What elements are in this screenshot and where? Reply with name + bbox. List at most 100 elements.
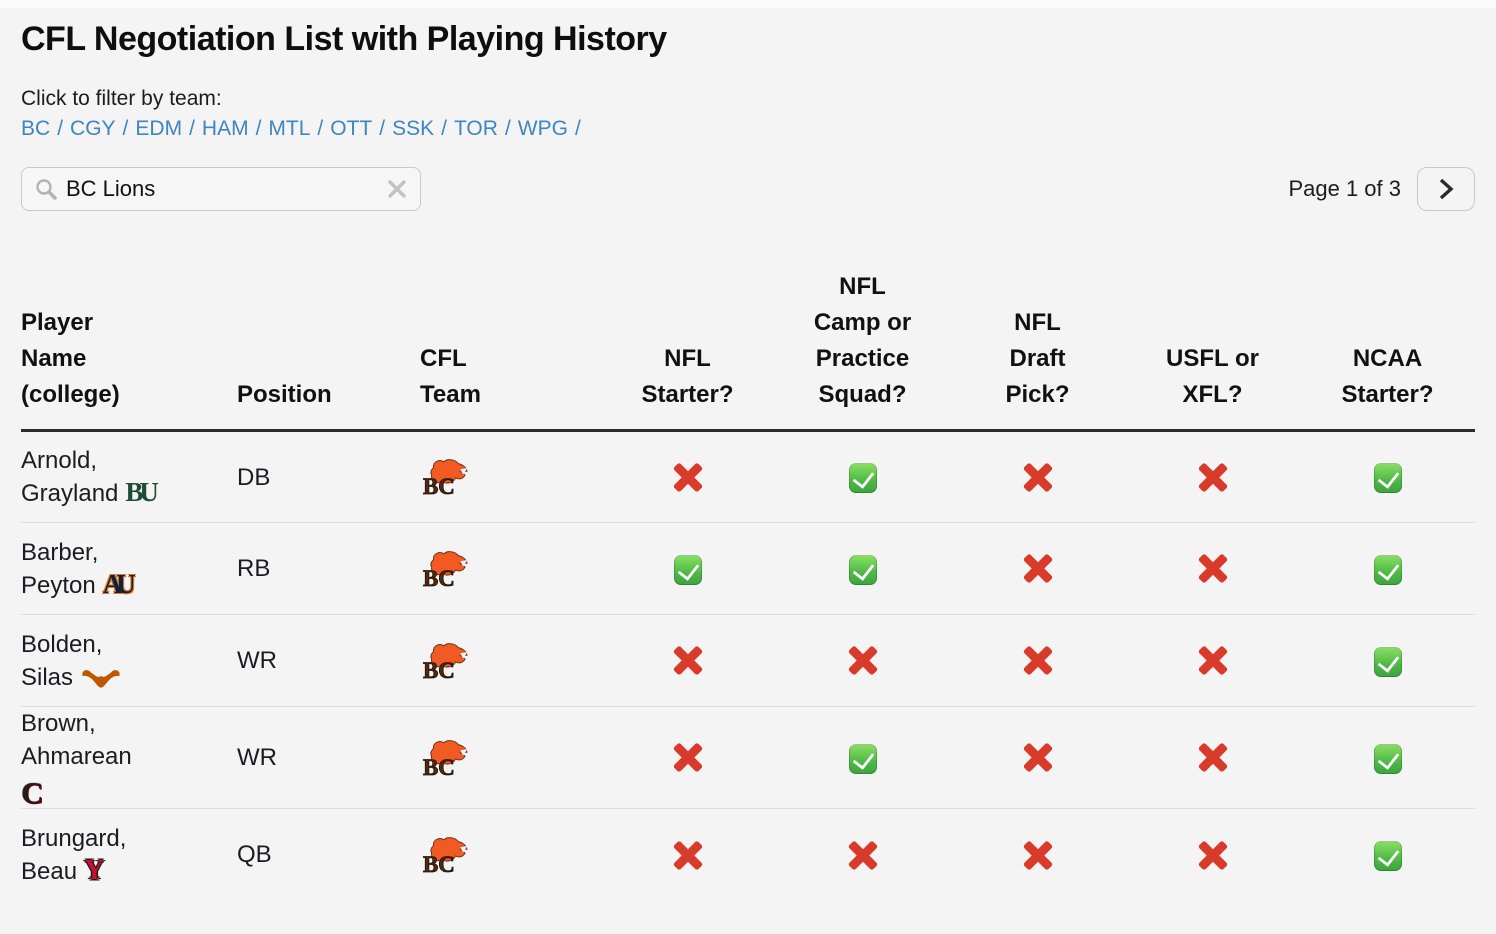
status-mark <box>1196 741 1230 775</box>
bc-lions-logo: BC <box>423 642 468 683</box>
player-name: Brungard, Beau <box>21 824 127 885</box>
table-row-brown-ahmarean: Brown, Ahmarean C WR BC <box>21 706 1475 810</box>
team-filter-link-tor[interactable]: TOR <box>453 117 498 140</box>
team-filter-link-cgy[interactable]: CGY <box>70 117 116 140</box>
nfl-camp-cell <box>775 614 950 707</box>
separator: / <box>189 117 195 140</box>
separator: / <box>57 117 64 140</box>
bc-lions-logo: BC <box>423 550 468 591</box>
search-input[interactable] <box>58 176 386 202</box>
table-row-barber-peyton: Barber, Peyton AU RB BC <box>21 522 1475 615</box>
ncaa-starter-cell <box>1300 614 1475 707</box>
nfl-draft-cell <box>950 522 1125 615</box>
separator: / <box>574 117 581 140</box>
nfl-camp-cell <box>775 431 950 523</box>
top-strip <box>0 0 1496 8</box>
team-filter-links: BC / CGY / EDM / HAM / MTL / OTT / SSK / TOR / WPG / <box>21 117 1475 141</box>
south-carolina-logo: C <box>21 775 44 810</box>
next-page-button[interactable] <box>1417 167 1475 211</box>
status-mark <box>1021 552 1055 586</box>
position-cell: WR <box>237 614 420 707</box>
position-cell: QB <box>237 808 420 901</box>
youngstown-state-logo: Y <box>84 854 105 886</box>
status-mark <box>1373 554 1402 585</box>
team-filter-link-ssk[interactable]: SSK <box>392 117 435 140</box>
search-icon <box>36 179 57 200</box>
status-mark <box>1373 840 1402 871</box>
clear-search-icon[interactable] <box>386 178 408 200</box>
filter-label: Click to filter by team: <box>21 87 222 110</box>
nfl-starter-cell <box>600 614 775 707</box>
cfl-team-cell: BC <box>420 522 600 615</box>
nfl-draft-cell <box>950 706 1125 809</box>
player-name: Brown, Ahmarean <box>21 710 132 770</box>
separator: / <box>317 117 324 140</box>
column-header-nfl-camp-practice-squad: NFL Camp or Practice Squad? <box>775 253 950 432</box>
player-name: Arnold, Grayland <box>21 447 119 507</box>
player-name-cell: Bolden, Silas <box>21 614 237 707</box>
search-box <box>21 167 421 211</box>
cfl-team-cell: BC <box>420 706 600 809</box>
player-name: Bolden, Silas <box>21 630 103 691</box>
chevron-right-icon <box>1439 178 1454 200</box>
usfl-xfl-cell <box>1125 706 1300 809</box>
svg-text:BC: BC <box>423 755 455 779</box>
bc-lions-logo: BC <box>423 459 468 500</box>
status-mark <box>846 644 880 678</box>
status-mark <box>1021 741 1055 775</box>
usfl-xfl-cell <box>1125 614 1300 707</box>
status-mark <box>1196 644 1230 678</box>
svg-text:BC: BC <box>423 852 455 876</box>
usfl-xfl-cell <box>1125 431 1300 523</box>
nfl-starter-cell <box>600 431 775 523</box>
cfl-team-cell: BC <box>420 614 600 707</box>
status-mark <box>671 741 705 775</box>
status-mark <box>1373 646 1402 677</box>
status-mark <box>673 554 702 585</box>
position-cell: RB <box>237 522 420 615</box>
separator: / <box>441 117 447 140</box>
status-mark <box>1196 552 1230 586</box>
status-mark <box>848 463 877 494</box>
position-cell: DB <box>237 463 271 491</box>
cfl-team-cell: BC <box>420 808 600 901</box>
table-row-brungard-beau: Brungard, Beau Y QB BC <box>21 808 1475 901</box>
pagination: Page 1 of 3 <box>1288 167 1475 211</box>
svg-text:BC: BC <box>423 658 455 682</box>
nfl-draft-cell <box>950 431 1125 523</box>
separator: / <box>504 117 511 140</box>
position-cell: WR <box>237 706 420 809</box>
player-name-cell: Barber, Peyton AU <box>21 522 237 615</box>
nfl-starter-cell <box>600 522 775 615</box>
bc-lions-logo: BC <box>423 836 468 877</box>
texas-longhorns-logo <box>82 670 120 688</box>
status-mark <box>671 460 705 494</box>
table-row-arnold-grayland: Arnold, Grayland BU DB BC <box>21 431 1475 523</box>
ncaa-starter-cell <box>1300 522 1475 615</box>
usfl-xfl-cell <box>1125 522 1300 615</box>
bc-lions-logo: BC <box>423 739 468 780</box>
baylor-logo: BU <box>125 477 158 507</box>
team-filter-link-mtl[interactable]: MTL <box>268 117 311 140</box>
status-mark <box>1196 838 1230 872</box>
status-mark <box>1021 838 1055 872</box>
toolbar: Page 1 of 3 <box>21 167 1475 211</box>
team-filter-link-ham[interactable]: HAM <box>201 117 249 140</box>
team-filter-link-wpg[interactable]: WPG <box>517 117 568 140</box>
team-filter-link-edm[interactable]: EDM <box>135 117 183 140</box>
player-name: Barber, Peyton <box>21 538 99 599</box>
negotiation-table: Player Name (college) Position CFL Team … <box>21 253 1475 901</box>
player-name-cell: Arnold, Grayland BU <box>21 431 237 523</box>
status-mark <box>1021 460 1055 494</box>
team-filter-link-ott[interactable]: OTT <box>330 117 373 140</box>
nfl-draft-cell <box>950 614 1125 707</box>
status-mark <box>846 838 880 872</box>
nfl-starter-cell <box>600 706 775 809</box>
team-filter-link-bc[interactable]: BC <box>21 117 51 140</box>
header-row: Player Name (college) Position CFL Team … <box>21 253 1475 432</box>
player-name-cell: Brown, Ahmarean C <box>21 706 237 810</box>
nfl-camp-cell <box>775 522 950 615</box>
svg-text:BC: BC <box>423 566 455 590</box>
nfl-starter-cell <box>600 808 775 901</box>
